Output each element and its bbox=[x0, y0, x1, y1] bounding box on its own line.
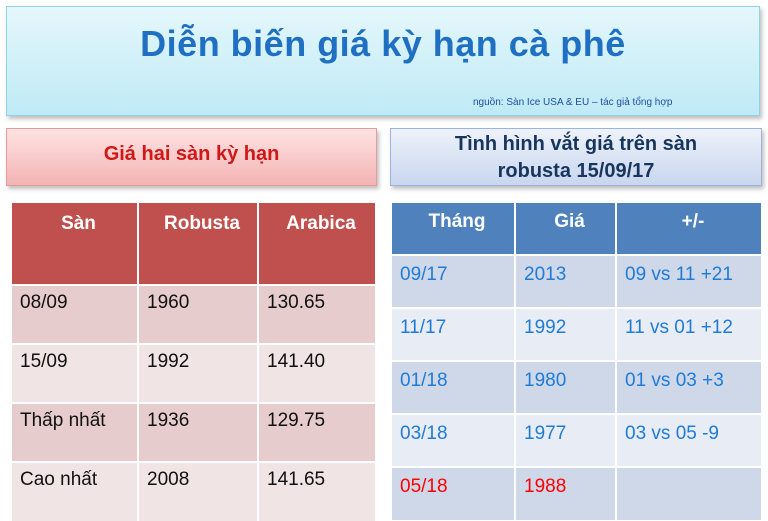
table-cell: 11/17 bbox=[392, 307, 516, 361]
table-cell: 03/18 bbox=[392, 413, 516, 467]
column-header: Arabica bbox=[258, 203, 377, 285]
table-header-row: Tháng Giá +/- bbox=[392, 203, 763, 255]
table-cell: 2013 bbox=[515, 254, 617, 308]
column-header: Giá bbox=[515, 203, 617, 255]
left-panel-title: Giá hai sàn kỳ hạn bbox=[103, 143, 280, 165]
table-cell: 1992 bbox=[138, 343, 259, 403]
table-cell: 1960 bbox=[138, 284, 259, 344]
left-panel-header: Giá hai sàn kỳ hạn bbox=[6, 128, 377, 186]
table-cell: 09 vs 11 +21 bbox=[616, 254, 763, 308]
page-title: Diễn biến giá kỳ hạn cà phê bbox=[140, 23, 626, 64]
column-header: Robusta bbox=[138, 203, 259, 285]
table-cell: 130.65 bbox=[258, 284, 377, 344]
table-row: 09/17 2013 09 vs 11 +21 bbox=[392, 254, 763, 308]
table-row: 05/18 1988 bbox=[392, 466, 763, 520]
table-row: 15/09 1992 141.40 bbox=[12, 343, 377, 403]
table-cell: 141.65 bbox=[258, 461, 377, 521]
right-panel-title-line2: robusta 15/09/17 bbox=[497, 160, 655, 182]
table-cell: 129.75 bbox=[258, 402, 377, 462]
table-row: 08/09 1960 130.65 bbox=[12, 284, 377, 344]
table-cell: 1992 bbox=[515, 307, 617, 361]
table-row: Thấp nhất 1936 129.75 bbox=[12, 402, 377, 462]
title-banner: Diễn biến giá kỳ hạn cà phê nguồn: Sàn I… bbox=[6, 6, 760, 116]
table-cell: 01/18 bbox=[392, 360, 516, 414]
table-cell: 1980 bbox=[515, 360, 617, 414]
table-cell: 2008 bbox=[138, 461, 259, 521]
table-cell bbox=[616, 466, 763, 520]
table-header-row: Sàn Robusta Arabica bbox=[12, 203, 377, 285]
table-row: 01/18 1980 01 vs 03 +3 bbox=[392, 360, 763, 414]
table-row: 03/18 1977 03 vs 05 -9 bbox=[392, 413, 763, 467]
table-row: Cao nhất 2008 141.65 bbox=[12, 461, 377, 521]
table-cell: 05/18 bbox=[392, 466, 516, 520]
column-header: Tháng bbox=[392, 203, 516, 255]
column-header: +/- bbox=[616, 203, 763, 255]
table-cell: 11 vs 01 +12 bbox=[616, 307, 763, 361]
table-cell: 141.40 bbox=[258, 343, 377, 403]
table-cell: 1936 bbox=[138, 402, 259, 462]
right-panel-header: Tình hình vắt giá trên sàn robusta 15/09… bbox=[390, 128, 762, 186]
table-cell: Cao nhất bbox=[12, 461, 139, 521]
right-panel-title-line1: Tình hình vắt giá trên sàn bbox=[454, 133, 698, 155]
table-cell: 01 vs 03 +3 bbox=[616, 360, 763, 414]
table-cell: 15/09 bbox=[12, 343, 139, 403]
table-cell: 08/09 bbox=[12, 284, 139, 344]
table-cell: 09/17 bbox=[392, 254, 516, 308]
table-cell: Thấp nhất bbox=[12, 402, 139, 462]
robusta-spread-table: Tháng Giá +/- 09/17 2013 09 vs 11 +21 11… bbox=[392, 203, 763, 520]
futures-price-table: Sàn Robusta Arabica 08/09 1960 130.65 15… bbox=[12, 203, 377, 521]
column-header: Sàn bbox=[12, 203, 139, 285]
table-row: 11/17 1992 11 vs 01 +12 bbox=[392, 307, 763, 361]
table-cell: 1988 bbox=[515, 466, 617, 520]
source-note: nguồn: Sàn Ice USA & EU – tác giả tổng h… bbox=[473, 97, 673, 108]
table-cell: 1977 bbox=[515, 413, 617, 467]
table-cell: 03 vs 05 -9 bbox=[616, 413, 763, 467]
